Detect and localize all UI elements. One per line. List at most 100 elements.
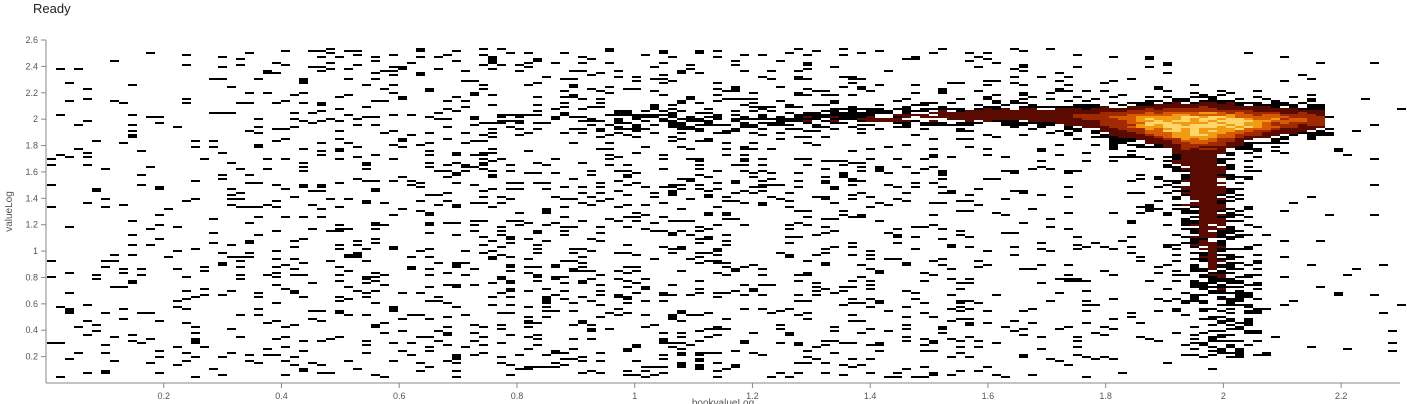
- heatmap-cell: [1208, 182, 1217, 184]
- heatmap-cell: [641, 204, 650, 206]
- heatmap-cell: [299, 350, 308, 352]
- heatmap-cell: [767, 178, 776, 180]
- heatmap-cell: [686, 344, 695, 346]
- heatmap-cell: [866, 284, 875, 286]
- heatmap-cell: [605, 134, 614, 136]
- heatmap-cell: [560, 96, 569, 98]
- heatmap-cell: [182, 64, 191, 66]
- heatmap-cell: [128, 220, 137, 222]
- heatmap-cell: [1253, 114, 1262, 116]
- heatmap-cell: [1280, 110, 1289, 112]
- heatmap-cell: [722, 318, 731, 320]
- heatmap-cell: [263, 204, 272, 206]
- heatmap-cell: [425, 222, 434, 224]
- heatmap-cell: [1235, 134, 1244, 136]
- heatmap-cell: [1055, 144, 1064, 146]
- heatmap-cell: [1181, 274, 1190, 276]
- heatmap-cell: [1163, 96, 1172, 98]
- heatmap-cell: [1316, 126, 1325, 128]
- heatmap-cell: [1208, 162, 1217, 164]
- heatmap-cell: [839, 364, 848, 366]
- heatmap-cell: [1217, 320, 1226, 322]
- heatmap-cell: [722, 132, 731, 134]
- heatmap-cell: [1082, 106, 1091, 108]
- heatmap-cell: [1064, 364, 1073, 366]
- heatmap-cell: [407, 354, 416, 356]
- heatmap-cell: [1289, 122, 1298, 124]
- heatmap-cell: [65, 312, 74, 314]
- heatmap-cell: [317, 104, 326, 106]
- heatmap-cell: [515, 122, 524, 124]
- heatmap-cell: [605, 218, 614, 220]
- heatmap-cell: [1163, 62, 1172, 64]
- heatmap-cell: [1145, 120, 1154, 122]
- heatmap-cell: [1235, 146, 1244, 148]
- heatmap-cell: [65, 156, 74, 158]
- heatmap-cell: [821, 180, 830, 182]
- heatmap-cell: [677, 110, 686, 112]
- heatmap-cell: [1145, 56, 1154, 58]
- heatmap-cell: [1244, 206, 1253, 208]
- heatmap-cell: [866, 344, 875, 346]
- heatmap-cell: [956, 230, 965, 232]
- heatmap-cell: [839, 122, 848, 124]
- heatmap-cell: [452, 358, 461, 360]
- heatmap-cell: [623, 128, 632, 130]
- heatmap-cell: [677, 70, 686, 72]
- heatmap-cell: [1190, 264, 1199, 266]
- heatmap-cell: [1190, 154, 1199, 156]
- heatmap-cell: [785, 376, 794, 378]
- heatmap-cell: [794, 92, 803, 94]
- heatmap-cell: [1136, 336, 1145, 338]
- heatmap-cell: [488, 104, 497, 106]
- heatmap-cell: [1208, 242, 1217, 244]
- heatmap-cell: [1073, 138, 1082, 140]
- heatmap-cell: [1208, 210, 1217, 212]
- heatmap-cell: [1028, 168, 1037, 170]
- heatmap-cell: [1253, 226, 1262, 228]
- heatmap-cell: [1190, 194, 1199, 196]
- heatmap-cell: [344, 78, 353, 80]
- heatmap-cell: [569, 226, 578, 228]
- heatmap-cell: [389, 342, 398, 344]
- heatmap-cell: [1235, 142, 1244, 144]
- heatmap-cell: [119, 308, 128, 310]
- heatmap-cell: [794, 180, 803, 182]
- heatmap-cell: [551, 352, 560, 354]
- heatmap-cell: [1145, 108, 1154, 110]
- heatmap-cell: [1190, 124, 1199, 126]
- heatmap-cell: [353, 124, 362, 126]
- heatmap-cell: [1109, 138, 1118, 140]
- heatmap-cell: [884, 376, 893, 378]
- heatmap-cell: [92, 274, 101, 276]
- heatmap-cell: [1037, 166, 1046, 168]
- heatmap-cell: [560, 52, 569, 54]
- heatmap-cell: [821, 340, 830, 342]
- heatmap-cell: [1127, 122, 1136, 124]
- heatmap-cell: [1073, 124, 1082, 126]
- heatmap-cell: [1037, 114, 1046, 116]
- heatmap-cell: [1280, 104, 1289, 106]
- heatmap-cell: [1163, 142, 1172, 144]
- heatmap-cell: [578, 162, 587, 164]
- heatmap-cell: [830, 118, 839, 120]
- heatmap-cell: [623, 370, 632, 372]
- heatmap-cell: [1199, 256, 1208, 258]
- heatmap-cell: [623, 174, 632, 176]
- heatmap-cell: [380, 376, 389, 378]
- heatmap-cell: [1208, 154, 1217, 156]
- heatmap-cell: [866, 118, 875, 120]
- heatmap-cell: [929, 274, 938, 276]
- heatmap-cell: [1208, 250, 1217, 252]
- heatmap-cell: [551, 294, 560, 296]
- heatmap-cell: [1199, 302, 1208, 304]
- heatmap-cell: [749, 110, 758, 112]
- heatmap-cell: [542, 122, 551, 124]
- heatmap-cell: [110, 336, 119, 338]
- heatmap-cell: [677, 100, 686, 102]
- heatmap-cell: [965, 246, 974, 248]
- heatmap-cell: [1019, 106, 1028, 108]
- heatmap-cell: [146, 338, 155, 340]
- heatmap-cell: [452, 162, 461, 164]
- heatmap-cell: [1190, 236, 1199, 238]
